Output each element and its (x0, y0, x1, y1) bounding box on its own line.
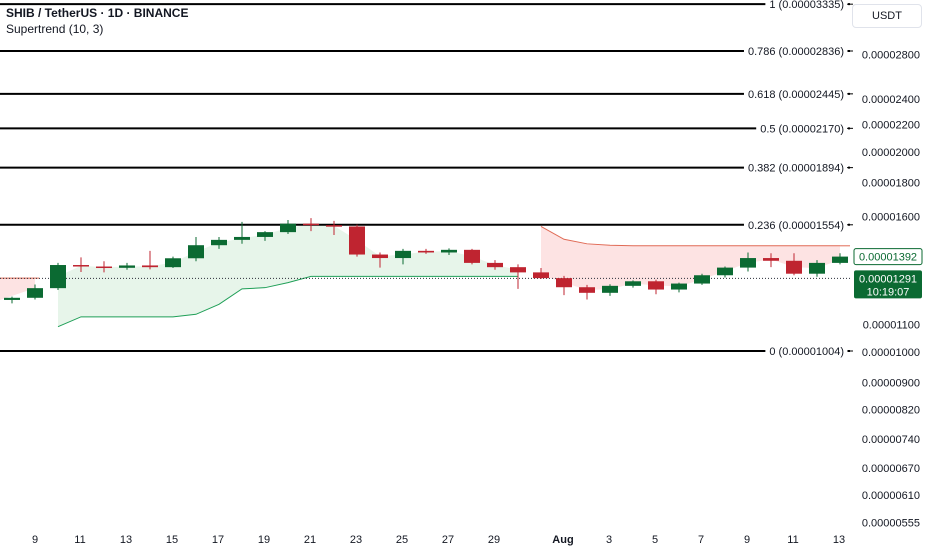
fib-label-bg (743, 43, 848, 59)
y-tick-label: 0.00000820 (862, 404, 920, 416)
y-tick-label: 0.00002800 (862, 50, 920, 62)
supertrend-down-line (540, 226, 840, 247)
fib-label-bg (743, 85, 848, 102)
candle-body (694, 275, 710, 284)
x-tick-label: 11 (787, 534, 798, 546)
symbol-title[interactable]: SHIB / TetherUS · 1D · BINANCE (6, 6, 189, 20)
candle-body (648, 281, 664, 290)
fib-level-label: 0.786 (0.00002836) (748, 46, 844, 58)
fib-level-label: 0.382 (0.00001894) (748, 163, 844, 175)
candle-body (96, 266, 112, 269)
x-tick-label: 5 (652, 534, 658, 546)
fib-label-bg (743, 159, 848, 176)
candle-body (602, 285, 618, 293)
fib-label-bg (743, 216, 848, 233)
x-tick-label: 21 (304, 534, 316, 546)
candle-body (4, 297, 20, 300)
candle-body (579, 287, 595, 293)
candle-body (763, 258, 779, 261)
candle-body (165, 258, 181, 268)
candle-body (234, 236, 250, 240)
candle-body (510, 267, 526, 273)
x-tick-label: 19 (258, 534, 270, 546)
candle-body (809, 262, 825, 274)
candle-body (832, 256, 848, 263)
candle-body (671, 283, 687, 290)
x-tick-label: Aug (552, 534, 573, 546)
indicator-label[interactable]: Supertrend (10, 3) (6, 22, 104, 36)
candle-body (533, 272, 549, 279)
fib-level-label: 0.5 (0.00002170) (760, 123, 844, 135)
y-tick-label: 0.00000670 (862, 463, 920, 475)
candle-body (50, 265, 66, 289)
candle-body (717, 267, 733, 276)
supertrend-down-fill (541, 226, 840, 291)
candle-body (326, 225, 342, 227)
candle-body (556, 278, 572, 288)
candle-body (349, 226, 365, 255)
x-tick-label: 9 (32, 534, 38, 546)
x-tick-label: 7 (698, 534, 704, 546)
y-tick-label: 0.00001100 (863, 320, 920, 332)
x-tick-label: 13 (833, 534, 845, 546)
candle-body (786, 260, 802, 274)
y-tick-label: 0.00002000 (862, 147, 920, 159)
candle-body (487, 262, 503, 268)
candle-body (188, 245, 204, 259)
fib-label-bg (756, 120, 848, 137)
y-tick-label: 0.00000555 (862, 517, 920, 529)
candle-body (142, 265, 158, 268)
candle-body (257, 232, 273, 237)
candle-body (119, 265, 135, 268)
x-tick-label: 23 (350, 534, 362, 546)
x-tick-label: 15 (166, 534, 178, 546)
x-tick-label: 3 (606, 534, 612, 546)
candle-body (395, 250, 411, 259)
fib-level-label: 1 (0.00003335) (769, 0, 844, 11)
y-tick-label: 0.00000900 (862, 378, 920, 390)
supertrend-prior-fill (0, 278, 35, 300)
candle-body (625, 281, 641, 286)
y-tick-label: 0.00001600 (862, 211, 920, 223)
x-tick-label: 17 (212, 534, 224, 546)
candle-body (464, 249, 480, 263)
x-tick-label: 29 (488, 534, 500, 546)
fib-level-label: 0 (0.00001004) (769, 346, 844, 358)
candle-body (303, 223, 319, 226)
supertrend-price-box (853, 248, 923, 266)
candle-body (418, 250, 434, 253)
fib-level-label: 0.618 (0.00002445) (748, 89, 844, 101)
x-tick-label: 25 (396, 534, 408, 546)
countdown-label: 10:19:07 (867, 286, 910, 298)
supertrend-up-line (57, 275, 518, 328)
x-tick-label: 9 (744, 534, 750, 546)
last-price-box (854, 270, 922, 299)
supertrend-up-fill (58, 224, 518, 327)
y-tick-label: 0.00000610 (862, 490, 920, 502)
candle-body (740, 258, 756, 268)
y-tick-label: 0.00002400 (862, 94, 920, 106)
candle-body (27, 288, 43, 298)
y-tick-label: 0.00001000 (862, 347, 920, 359)
y-tick-label: 0.00002200 (862, 119, 920, 131)
x-tick-label: 27 (442, 534, 454, 546)
candle-body (73, 265, 89, 267)
last-price-label: 0.00001291 (859, 273, 917, 285)
candle-body (372, 254, 388, 259)
fib-label-bg (765, 343, 848, 359)
x-tick-label: 11 (74, 534, 85, 546)
y-tick-label: 0.00000740 (862, 434, 920, 446)
candle-body (280, 223, 296, 233)
x-tick-label: 13 (120, 534, 132, 546)
supertrend-price-label: 0.00001392 (859, 252, 917, 264)
fib-label-bg (765, 0, 848, 13)
candle-body (211, 239, 227, 246)
currency-selector[interactable]: USDT (852, 4, 922, 28)
fib-level-label: 0.236 (0.00001554) (748, 220, 844, 232)
y-tick-label: 0.00001800 (862, 177, 920, 189)
candle-body (441, 249, 457, 253)
